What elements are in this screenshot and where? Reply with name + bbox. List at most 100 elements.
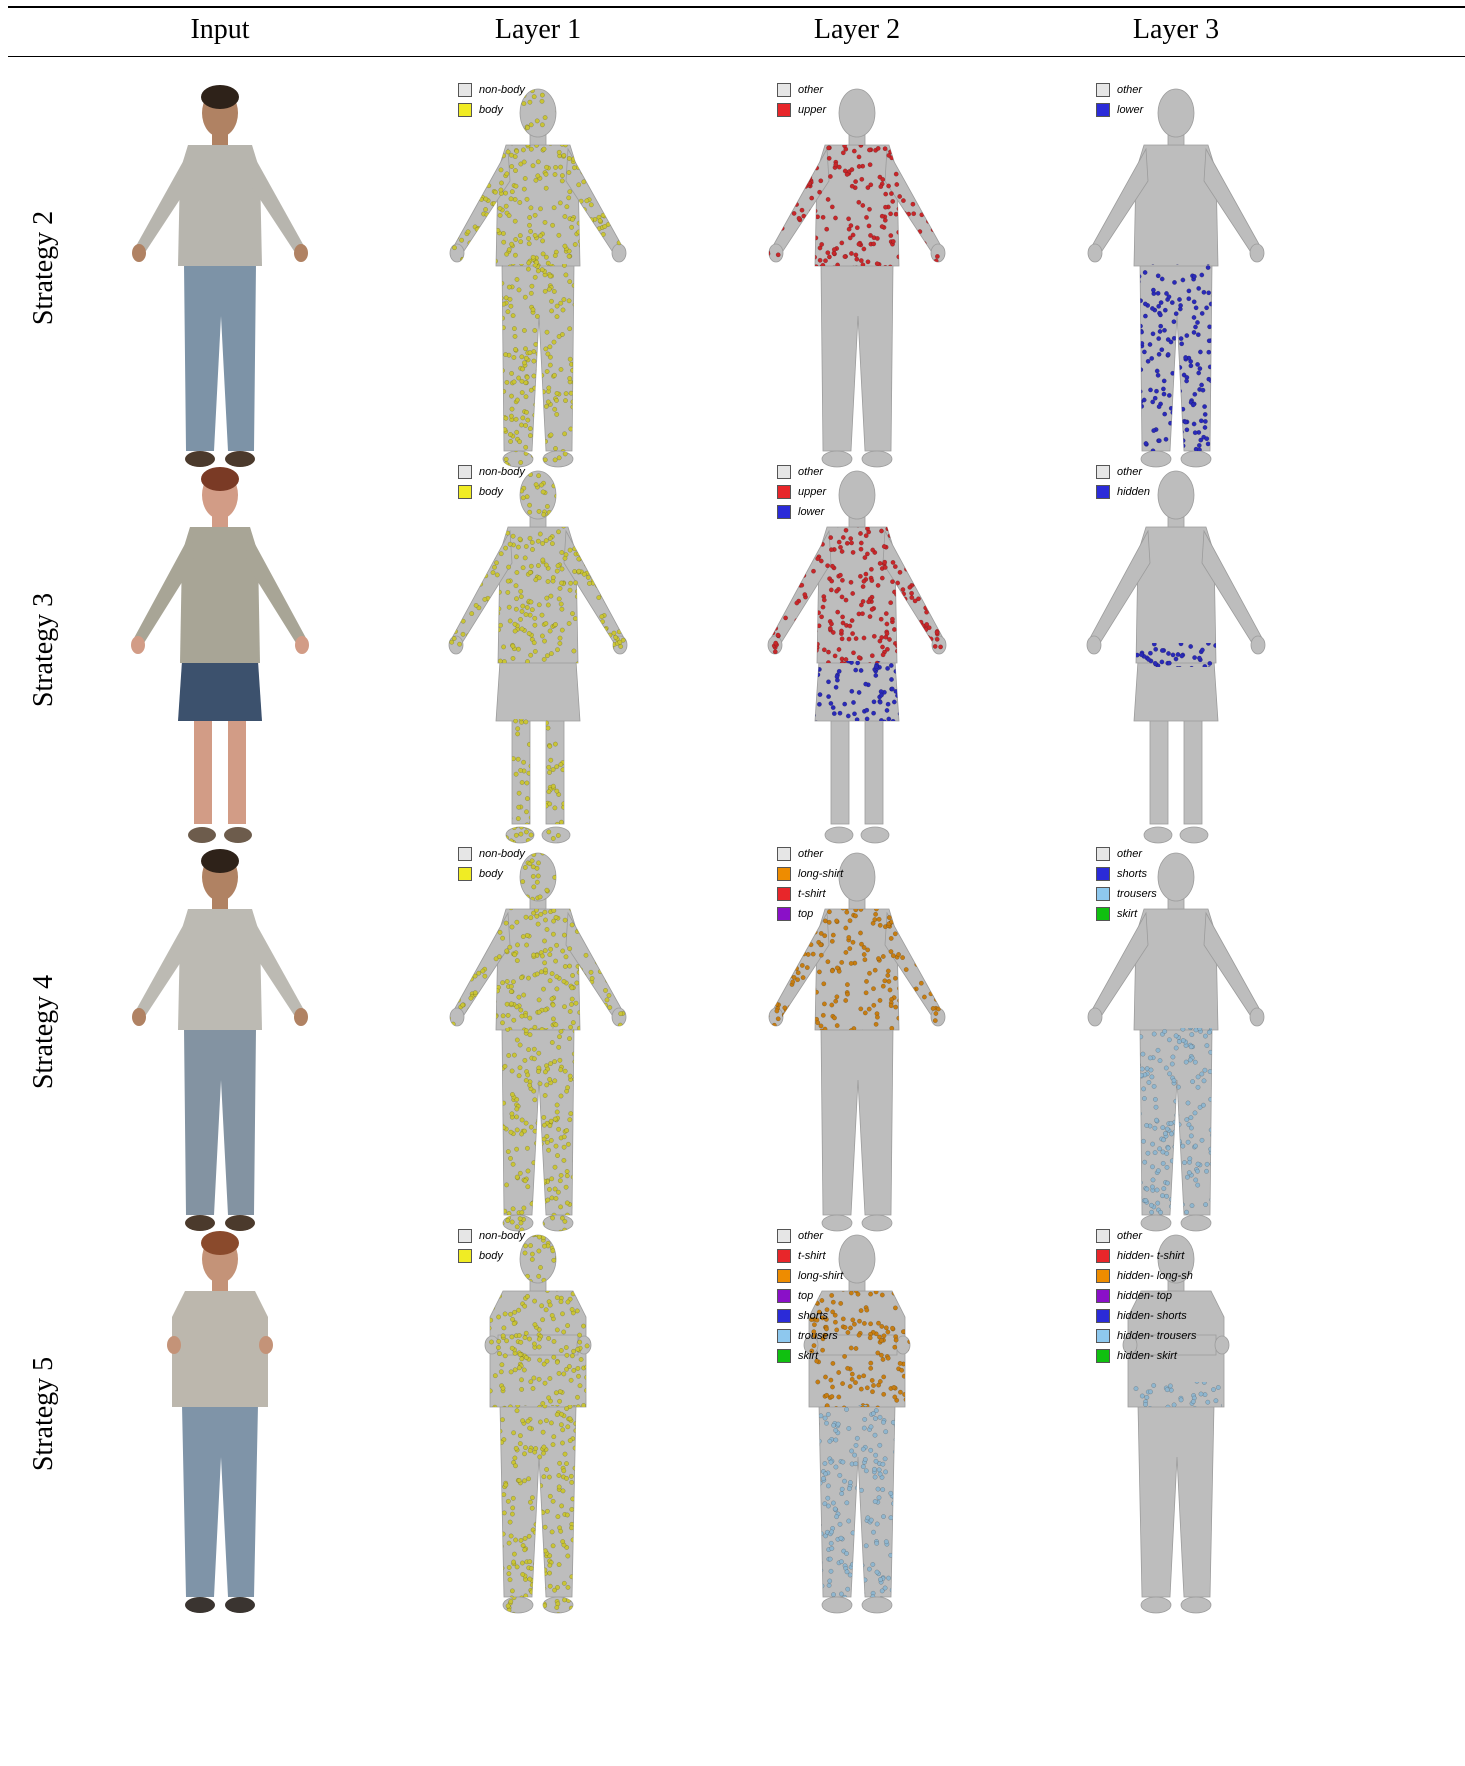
body-part-hands xyxy=(1249,243,1265,263)
legend-item: other xyxy=(1096,80,1143,100)
legend-item: long-shirt xyxy=(777,1266,843,1286)
body-part-feet xyxy=(1180,1596,1212,1614)
legend-item: hidden- top xyxy=(1096,1286,1197,1306)
row-label-text: Strategy 5 xyxy=(28,1357,60,1471)
body-part-hands xyxy=(484,1335,500,1355)
figure-svg xyxy=(803,1234,911,1614)
body-part-top xyxy=(248,913,304,1015)
legend-item: hidden- trousers xyxy=(1096,1326,1197,1346)
segment-dots-bottom xyxy=(500,1405,576,1597)
hair xyxy=(201,467,239,491)
legend-label: body xyxy=(479,1250,503,1262)
legend-item: other xyxy=(777,80,826,100)
legend-item: shorts xyxy=(1096,864,1157,884)
body-part-top xyxy=(178,909,262,1030)
legend-item: body xyxy=(458,864,525,884)
body-part-bottom xyxy=(495,660,581,722)
legend-swatch xyxy=(458,465,472,479)
body-part-hands xyxy=(930,243,946,263)
legend-label: hidden- t-shirt xyxy=(1117,1250,1184,1262)
cell-strategy-4-input xyxy=(70,830,370,1245)
cell-strategy-4-layer-1: non-body body xyxy=(388,830,688,1245)
body-part-legs xyxy=(194,719,212,824)
body-part-feet xyxy=(860,826,890,844)
legend-label: non-body xyxy=(479,466,525,478)
body-part-head xyxy=(1157,470,1195,520)
segmentation-figure xyxy=(1086,1217,1266,1622)
legend-item: body xyxy=(458,1246,525,1266)
body-part-head xyxy=(838,470,876,520)
legend-item: t-shirt xyxy=(777,884,843,904)
legend-swatch xyxy=(458,847,472,861)
legend: other shorts trousers skirt xyxy=(1096,844,1157,924)
input-scan-figure xyxy=(130,835,310,1240)
legend-swatch xyxy=(1096,887,1110,901)
legend-item: other xyxy=(1096,462,1150,482)
legend-label: t-shirt xyxy=(798,1250,826,1262)
legend: other hidden xyxy=(1096,462,1150,502)
legend-label: t-shirt xyxy=(798,888,826,900)
legend-label: other xyxy=(1117,1230,1142,1242)
segment-dots-bottom xyxy=(1140,1028,1212,1215)
legend: other upper xyxy=(777,80,826,120)
legend-item: other xyxy=(1096,844,1157,864)
legend-swatch xyxy=(1096,907,1110,921)
body-part-top xyxy=(178,145,262,266)
legend-item: long-shirt xyxy=(777,864,843,884)
input-scan-figure xyxy=(130,453,310,858)
column-header-layer-3: Layer 3 xyxy=(1056,14,1296,46)
figure-svg xyxy=(167,1231,273,1613)
legend-label: upper xyxy=(798,104,826,116)
legend-label: other xyxy=(798,466,823,478)
legend-item: non-body xyxy=(458,462,525,482)
legend-swatch xyxy=(777,887,791,901)
legend-label: trousers xyxy=(798,1330,838,1342)
input-scan-figure xyxy=(130,1217,310,1622)
body-part-bottom xyxy=(820,263,894,452)
legend-item: body xyxy=(458,100,525,120)
body-part-bottom xyxy=(1137,1404,1215,1598)
legend-item: trousers xyxy=(1096,884,1157,904)
body-part-hands xyxy=(1086,635,1102,655)
cell-strategy-5-layer-2: other t-shirt long-shirt top shorts trousers s… xyxy=(707,1212,1007,1627)
legend-label: shorts xyxy=(1117,868,1147,880)
legend-swatch xyxy=(777,83,791,97)
row-label-text: Strategy 4 xyxy=(28,975,60,1089)
legend-item: top xyxy=(777,1286,843,1306)
body-part-hands xyxy=(895,1335,911,1355)
legend-item: body xyxy=(458,482,525,502)
body-part-legs xyxy=(830,718,850,825)
hair xyxy=(201,1231,239,1255)
legend: other long-shirt t-shirt top xyxy=(777,844,843,924)
figure-svg xyxy=(768,852,946,1232)
body-part-head xyxy=(838,852,876,902)
body-part-arms xyxy=(180,1335,260,1355)
legend: other hidden- t-shirt hidden- long-sh hidde… xyxy=(1096,1226,1197,1366)
body-part-bottom xyxy=(178,661,262,721)
legend-item: shorts xyxy=(777,1306,843,1326)
body-part-hands xyxy=(1087,1007,1103,1027)
legend-label: top xyxy=(798,908,813,920)
body-part-legs xyxy=(1149,718,1169,825)
legend-item: skirt xyxy=(777,1346,843,1366)
legend-label: hidden xyxy=(1117,486,1150,498)
legend-item: non-body xyxy=(458,844,525,864)
body-part-hands xyxy=(803,1335,819,1355)
legend-label: body xyxy=(479,104,503,116)
legend-item: other xyxy=(777,462,826,482)
cell-strategy-3-layer-3: other hidden xyxy=(1026,448,1326,863)
body-part-hands xyxy=(294,244,308,262)
legend-swatch xyxy=(777,867,791,881)
table-top-rule xyxy=(8,6,1465,8)
cell-strategy-3-layer-1: non-body body xyxy=(388,448,688,863)
figure-svg xyxy=(1087,852,1265,1232)
body-part-feet xyxy=(185,1215,215,1231)
legend-item: hidden- long-sh xyxy=(1096,1266,1197,1286)
segmentation-figure xyxy=(767,1217,947,1622)
legend-swatch xyxy=(777,485,791,499)
legend: other lower xyxy=(1096,80,1143,120)
cell-strategy-3-layer-2: other upper lower xyxy=(707,448,1007,863)
legend-swatch xyxy=(1096,1309,1110,1323)
cell-strategy-2-layer-3: other lower xyxy=(1026,66,1326,481)
legend-label: long-shirt xyxy=(798,868,843,880)
